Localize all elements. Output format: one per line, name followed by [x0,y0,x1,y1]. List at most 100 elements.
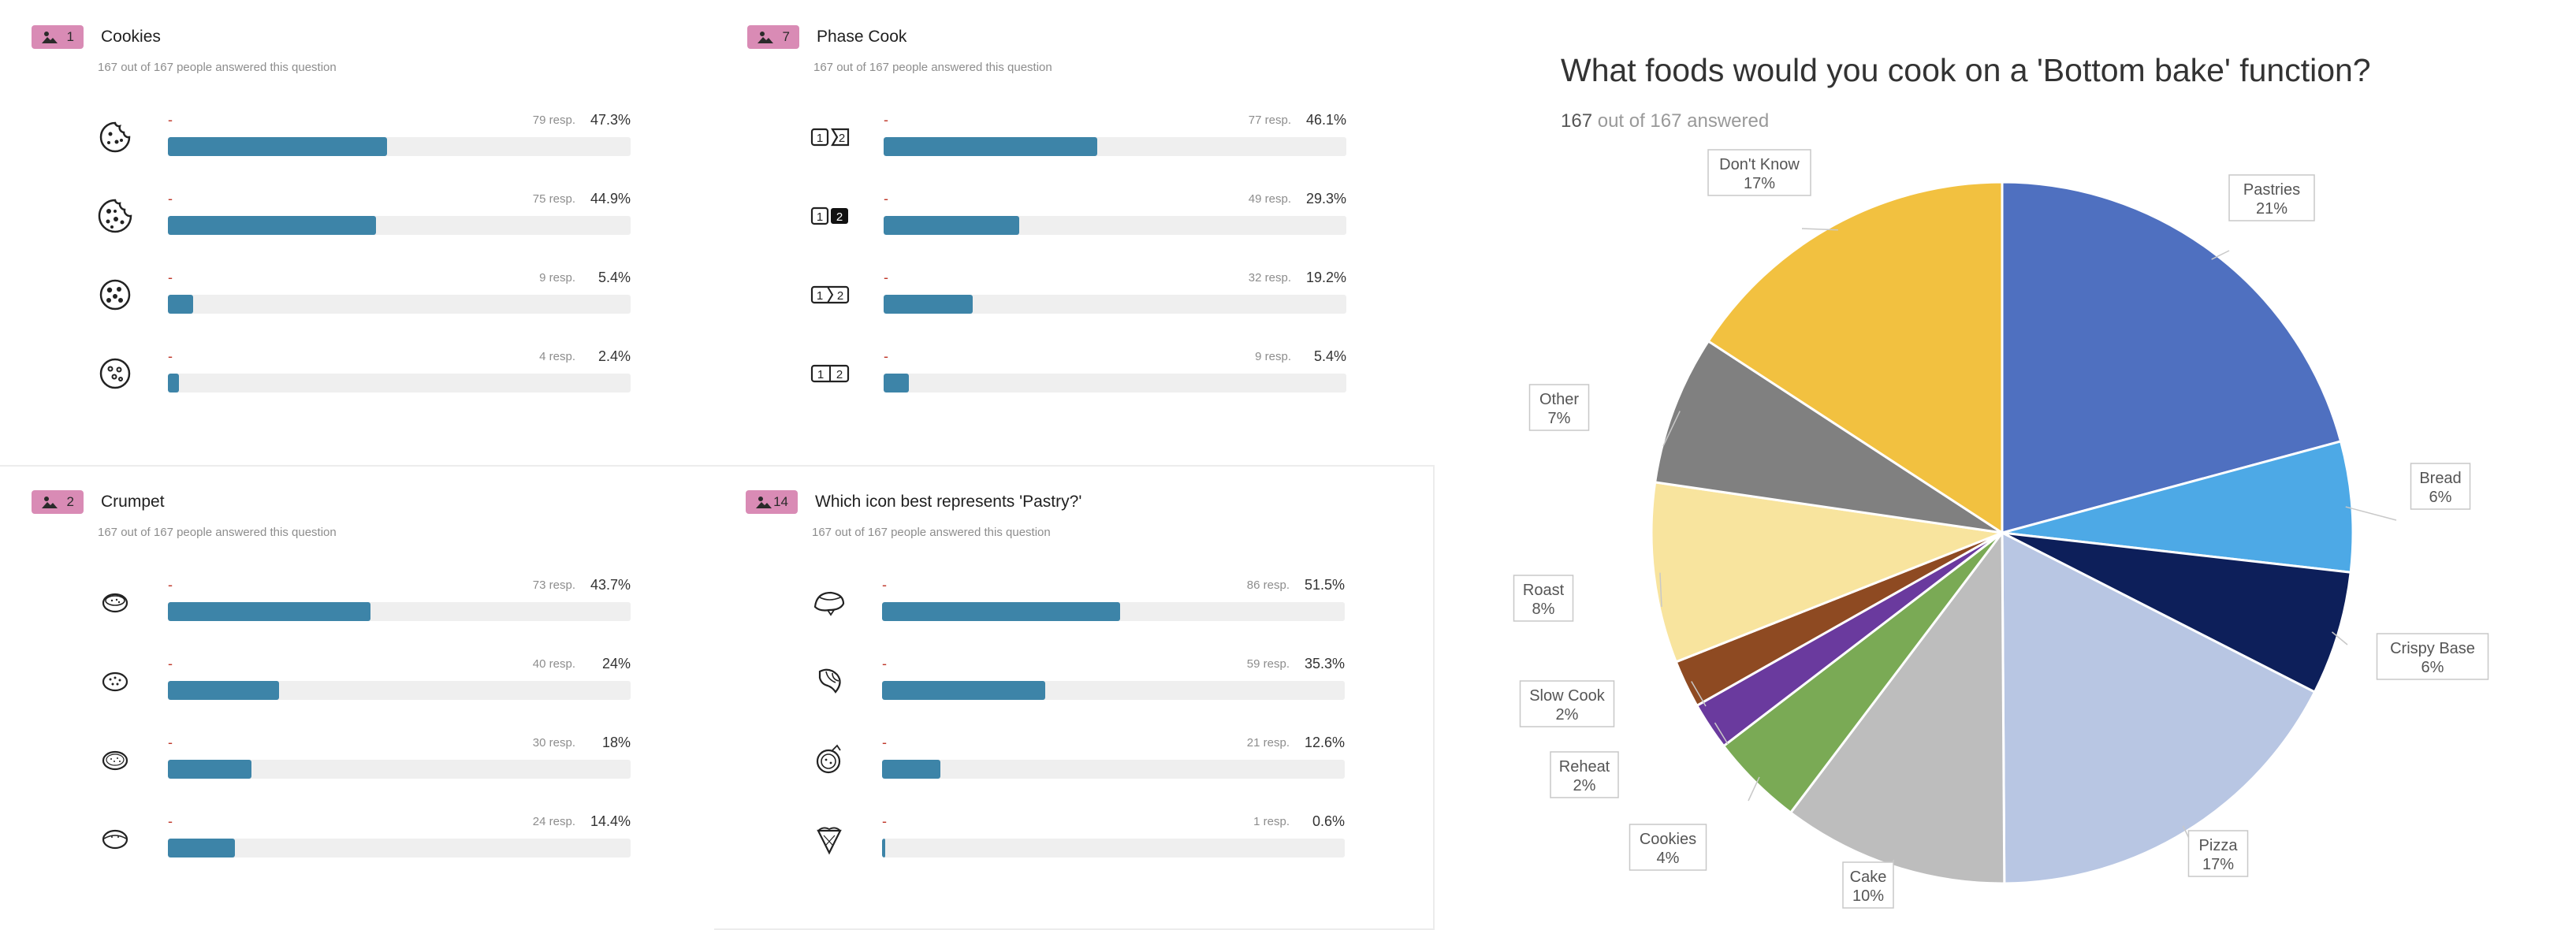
crumpet-icon [95,582,136,623]
progress-fill [882,760,940,779]
pie-chart-panel: What foods would you cook on a 'Bottom b… [1474,0,2576,930]
answer-option: - 86 resp. 51.5% [793,574,1345,637]
answered-count: 167 [1561,110,1593,132]
question-panel-cookies: 1 Cookies 167 out of 167 people answered… [0,0,678,426]
pie-label-name: Roast [1523,582,1565,599]
progress-fill [168,602,370,621]
progress-fill [882,681,1046,700]
progress-track [168,374,631,392]
pie-label-box [2228,174,2315,221]
question-title: Which icon best represents 'Pastry?' [815,493,1082,511]
label-leader-line [1691,681,1707,707]
response-percent: 29.3% [1305,191,1346,206]
progress-track [168,295,631,314]
answer-option: - 21 resp. 12.6% [793,731,1345,794]
response-count: 75 resp. [532,192,575,206]
response-count: 24 resp. [532,815,575,828]
cone-pastry-icon [809,818,850,859]
pie-slice-bread[interactable] [2001,440,2355,574]
answer-option: - 73 resp. 43.7% [79,574,631,637]
question-panel-pastry: 14 Which icon best represents 'Pastry?' … [714,465,1392,891]
response-count: 32 resp. [1248,271,1291,285]
pie-label-box [2410,463,2471,510]
pie-label-box [1842,861,1894,909]
progress-track [884,137,1346,156]
question-title: Crumpet [101,493,165,511]
pie-slice-roast[interactable] [1650,481,2007,664]
option-label: - [168,813,173,829]
progress-fill [882,839,885,857]
pie-label-name: Crispy Base [2390,640,2475,657]
response-percent: 5.4% [1313,348,1346,364]
pie-label: Bread 6% [2410,463,2471,510]
pie-label: Don't Know 17% [1707,149,1811,196]
image-icon [42,32,58,43]
pie-label-percent: 4% [1657,850,1680,867]
pie-slice-crispy-base[interactable] [2001,531,2352,694]
progress-fill [168,374,180,392]
progress-fill [884,137,1097,156]
pie-label: Crispy Base 6% [2376,633,2489,680]
answer-option: - 9 resp. 5.4% [79,266,631,329]
question-subtitle: 167 out of 167 people answered this ques… [812,526,1051,539]
image-icon [42,497,58,508]
response-count: 21 resp. [1246,736,1290,750]
answer-option: - 4 resp. 2.4% [79,345,631,408]
progress-track [168,602,631,621]
progress-track [168,681,631,700]
progress-fill [168,216,376,235]
crumpet-plain-icon [95,818,136,859]
answer-option: 1 2 - 32 resp. 19.2% [795,266,1346,329]
question-number: 1 [66,29,74,44]
label-leader-line [1748,776,1760,802]
image-icon [758,32,773,43]
svg-text:1: 1 [817,289,823,303]
question-number: 7 [782,29,790,44]
svg-text:2: 2 [836,368,843,381]
progress-fill [168,295,193,314]
response-count: 40 resp. [532,657,575,671]
svg-text:1: 1 [817,210,823,224]
pie-slice-pastries[interactable] [2001,180,2343,534]
crumpet-holes-icon [95,660,136,701]
pie-slice-pizza[interactable] [2001,530,2317,885]
answer-option: - 79 resp. 47.3% [79,109,631,172]
option-label: - [882,577,887,593]
answer-option: - 40 resp. 24% [79,653,631,716]
pie-label-percent: 10% [1852,887,1884,905]
pie-label-name: Cake [1850,869,1887,886]
question-panel-crumpet: 2 Crumpet 167 out of 167 people answered… [0,465,678,891]
svg-text:1: 1 [817,132,823,145]
crumpet-dotted-icon [95,739,136,780]
pie-label-box [1550,751,1619,798]
question-panel-phase-cook: 7 Phase Cook 167 out of 167 people answe… [716,0,1394,426]
progress-track [168,839,631,857]
panel-divider [714,928,1435,930]
pie-label-name: Pastries [2243,181,2300,199]
pasty-icon [809,582,850,623]
pie-label: Other 7% [1528,384,1590,431]
label-leader-line [1659,572,1662,608]
option-label: - [882,656,887,671]
option-label: - [168,577,173,593]
pie-slice-other[interactable] [1653,339,2003,534]
answer-option: 1 2-77 resp. 46.1% [795,109,1346,172]
pie-label-name: Bread [2419,470,2461,487]
pie-slice-don-t-know[interactable] [1707,180,2004,535]
question-header: 14 Which icon best represents 'Pastry?' [746,490,1081,514]
progress-fill [168,839,235,857]
question-title: Cookies [101,28,161,46]
question-title: Phase Cook [817,28,907,46]
pie-label: Pizza 17% [2187,830,2249,877]
progress-track [168,760,631,779]
pie-label-percent: 17% [2202,856,2234,873]
pie-label-percent: 2% [1556,706,1579,724]
response-percent: 46.1% [1305,112,1346,128]
pie-label-name: Don't Know [1719,156,1800,173]
response-percent: 35.3% [1304,656,1345,671]
